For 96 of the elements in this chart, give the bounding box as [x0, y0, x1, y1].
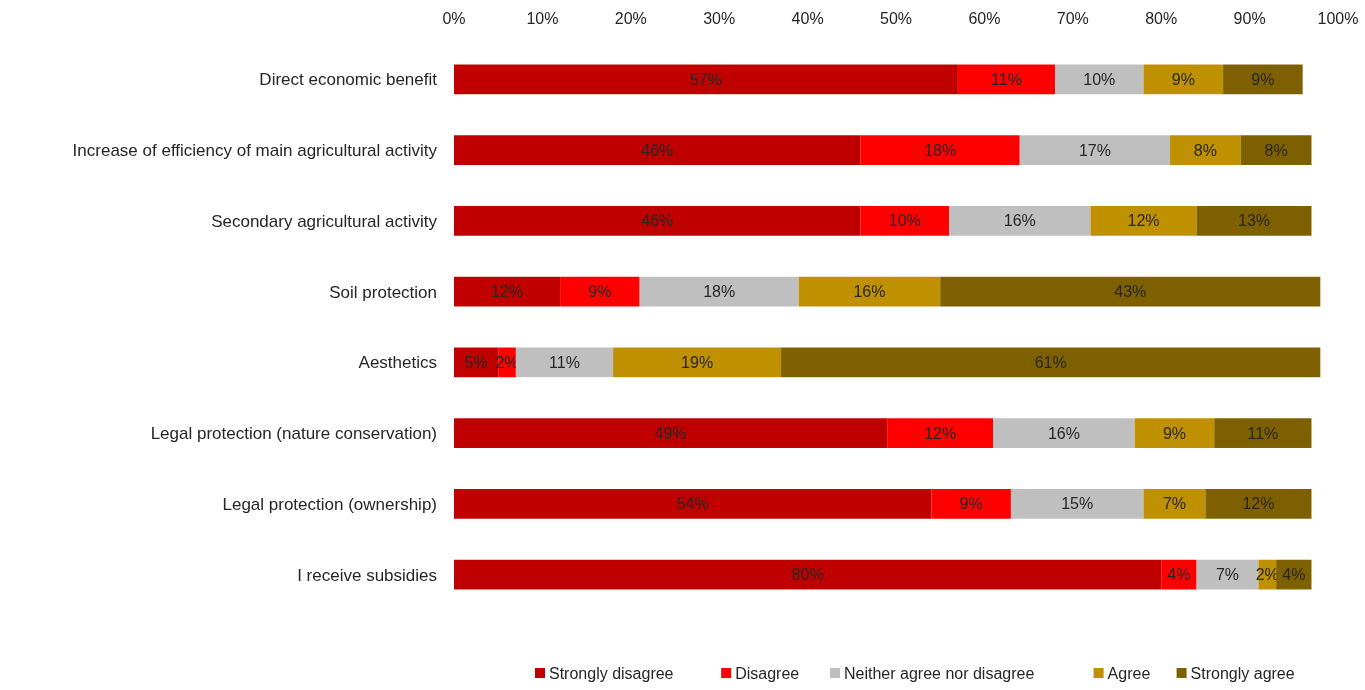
x-tick-label: 30% [703, 10, 736, 27]
bar [454, 206, 861, 236]
data-label: 15% [1061, 495, 1094, 513]
data-label: 17% [1078, 141, 1111, 159]
data-label: 46% [641, 212, 674, 230]
bar [1205, 489, 1312, 519]
bar [931, 489, 1011, 519]
data-label: 8% [1264, 141, 1288, 159]
bar [454, 489, 932, 519]
bar [1196, 206, 1312, 236]
legend-label: Strongly disagree [549, 664, 674, 682]
bar [957, 64, 1056, 95]
data-label: 18% [703, 283, 736, 301]
bar [1240, 135, 1312, 165]
bar [1019, 135, 1171, 165]
data-label: 7% [1162, 495, 1187, 513]
data-label: 54% [676, 495, 709, 513]
data-label: 46% [641, 141, 674, 159]
bar [454, 276, 561, 307]
bar [1134, 418, 1215, 448]
data-label: 10% [1083, 70, 1116, 88]
data-label: 61% [1034, 353, 1067, 371]
data-label: 16% [853, 283, 886, 301]
x-tick-label: 10% [526, 10, 559, 27]
y-tick-label: Soil protection [329, 282, 437, 302]
x-tick-label: 0% [442, 10, 466, 27]
y-tick-label: Legal protection (ownership) [222, 494, 437, 514]
bar [993, 418, 1135, 448]
x-tick-label: 50% [879, 10, 913, 27]
legend-label: Disagree [735, 664, 800, 682]
bar [1214, 418, 1312, 448]
data-label: 4% [1167, 566, 1191, 584]
y-tick-label: Direct economic benefit [259, 70, 438, 90]
legend-label: Neither agree nor disagree [844, 664, 1035, 682]
data-label: 43% [1114, 283, 1147, 301]
bar [860, 206, 950, 236]
data-label: 5% [464, 353, 488, 371]
legend-label: Agree [1107, 664, 1151, 682]
x-tick-label: 40% [791, 10, 824, 27]
bar [1010, 489, 1144, 519]
bar [798, 276, 941, 307]
data-label: 10% [888, 212, 921, 230]
y-tick-label: Secondary agricultural activity [211, 211, 438, 231]
bar [860, 135, 1020, 165]
bar [781, 347, 1321, 378]
data-label: 11% [549, 353, 580, 371]
data-label: 12% [1242, 495, 1275, 513]
data-label: 16% [1047, 424, 1080, 442]
bar [639, 276, 799, 307]
bar [454, 559, 1162, 590]
bar [454, 135, 861, 165]
x-tick-label: 90% [1233, 10, 1266, 27]
data-label: 9% [588, 283, 612, 301]
y-tick-label: Aesthetics [358, 353, 437, 373]
data-label: 16% [1003, 212, 1036, 230]
data-label: 11% [1247, 424, 1279, 442]
data-label: 12% [1127, 212, 1160, 230]
data-label: 19% [681, 353, 714, 371]
bar [1143, 64, 1224, 95]
x-tick-label: 60% [968, 10, 1001, 27]
bar [515, 347, 614, 378]
data-label: 9% [1162, 424, 1187, 442]
data-label: 7% [1215, 566, 1240, 584]
data-label: 80% [791, 566, 824, 584]
data-label: 57% [689, 70, 722, 88]
bar [949, 206, 1091, 236]
data-label: 12% [491, 283, 524, 301]
bar [1170, 135, 1241, 165]
data-label: 13% [1238, 212, 1271, 230]
data-label: 18% [924, 141, 957, 159]
legend-label: Strongly agree [1190, 664, 1295, 682]
x-tick-label: 100% [1317, 10, 1359, 27]
x-tick-label: 80% [1145, 10, 1178, 27]
y-tick-label: I receive subsidies [297, 565, 437, 585]
bar [1090, 206, 1197, 236]
bar [613, 347, 782, 378]
data-label: 12% [924, 424, 957, 442]
y-tick-label: Legal protection (nature conservation) [150, 424, 437, 444]
bar [1143, 489, 1206, 519]
data-label: 49% [654, 424, 687, 442]
data-label: 11% [991, 70, 1022, 88]
x-tick-label: 20% [614, 10, 647, 27]
bar [940, 276, 1321, 307]
data-label: 8% [1193, 141, 1217, 159]
data-label: 9% [959, 495, 983, 513]
bar [454, 64, 958, 95]
data-label: 9% [1251, 70, 1275, 88]
bar [560, 276, 640, 307]
y-tick-label: Increase of efficiency of main agricultural activity [72, 141, 438, 161]
x-tick-label: 70% [1056, 10, 1089, 27]
bar [1223, 64, 1303, 95]
data-label: 4% [1282, 566, 1306, 584]
data-label: 9% [1171, 70, 1195, 88]
bar [1055, 64, 1144, 95]
bar [454, 418, 888, 448]
bar [887, 418, 994, 448]
